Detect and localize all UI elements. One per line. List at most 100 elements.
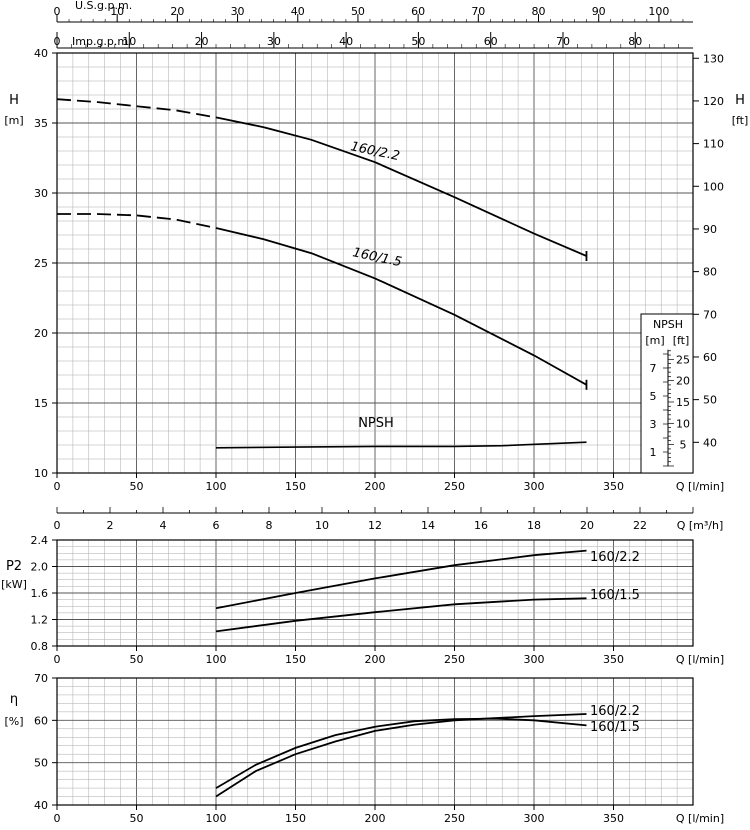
imp-gpm-tick-label: 70 [556, 35, 570, 48]
y-tick-label: 15 [34, 397, 48, 410]
y2-axis-unit: [ft] [732, 114, 749, 127]
imp-gpm-tick-label: 40 [339, 35, 353, 48]
x-tick-label: 0 [54, 480, 61, 493]
y-tick-label: 1.6 [31, 587, 49, 600]
y-tick-label: 2.4 [31, 534, 49, 547]
y-axis-unit: [m] [4, 114, 23, 127]
imp-gpm-tick-label: 60 [484, 35, 498, 48]
y-tick-label: 20 [34, 327, 48, 340]
x-tick-label: 250 [444, 480, 465, 493]
x-tick-label: 150 [285, 653, 306, 666]
x-tick-label: 0 [54, 653, 61, 666]
npsh-m-tick-label: 3 [650, 418, 657, 431]
m3h-tick-label: 4 [160, 519, 167, 532]
npsh-axis-unit-m: [m] [645, 334, 664, 347]
m3h-tick-label: 6 [213, 519, 220, 532]
us-gpm-tick-label: 50 [351, 5, 365, 18]
us-gpm-tick-label: 20 [170, 5, 184, 18]
m3h-tick-label: 22 [633, 519, 647, 532]
head-curve-1 [215, 227, 587, 386]
npsh-ft-tick-label: 5 [680, 439, 687, 452]
us-gpm-tick-label: 0 [54, 5, 61, 18]
x-tick-label: 350 [603, 480, 624, 493]
x-tick-label: 350 [603, 653, 624, 666]
x-tick-label: 200 [365, 812, 386, 825]
x-tick-label: 150 [285, 812, 306, 825]
m3h-tick-label: 12 [368, 519, 382, 532]
y-tick-label: 60 [34, 714, 48, 727]
y-tick-label: 40 [34, 799, 48, 812]
series-label-160-2-2: 160/2.2 [590, 704, 640, 719]
us-gpm-tick-label: 10 [110, 5, 124, 18]
x-axis-label: Q [l/min] [676, 480, 724, 493]
y2-tick-label: 60 [703, 351, 717, 364]
y-tick-label: 30 [34, 187, 48, 200]
y-axis-label: P2 [6, 559, 22, 574]
y-tick-label: 2.0 [31, 561, 49, 574]
m3h-tick-label: 0 [54, 519, 61, 532]
y2-tick-label: 110 [703, 138, 724, 151]
efficiency-chart: 40 50 60 70 η [%] 0 50 100 150 200 250 300 350 Q [l/mi… [4, 672, 724, 825]
x-tick-label: 200 [365, 653, 386, 666]
y2-tick-label: 40 [703, 436, 717, 449]
npsh-axis-unit-ft: [ft] [673, 334, 690, 347]
series-label-160-1-5: 160/1.5 [590, 588, 640, 603]
y-tick-label: 10 [34, 467, 48, 480]
head-curve-0 [215, 116, 587, 257]
m3h-tick-label: 8 [266, 519, 273, 532]
npsh-curve-label: NPSH [358, 416, 394, 431]
y2-tick-label: 70 [703, 308, 717, 321]
m3h-tick-label: 10 [315, 519, 329, 532]
npsh-m-tick-label: 1 [650, 446, 657, 459]
y-tick-label: 50 [34, 757, 48, 770]
m3h-tick-label: 2 [107, 519, 114, 532]
y2-tick-label: 50 [703, 394, 717, 407]
x-tick-label: 300 [524, 480, 545, 493]
m3h-tick-label: 14 [421, 519, 435, 532]
imp-gpm-tick-label: 50 [411, 35, 425, 48]
npsh-ft-tick-label: 20 [676, 375, 690, 388]
y2-tick-label: 130 [703, 52, 724, 65]
x-tick-label: 100 [206, 480, 227, 493]
series-label-160-2-2: 160/2.2 [590, 550, 640, 565]
x-axis-label: Q [l/min] [676, 653, 724, 666]
x-tick-label: 250 [444, 653, 465, 666]
x-tick-label: 50 [130, 653, 144, 666]
x-tick-label: 250 [444, 812, 465, 825]
power-chart: 0.8 1.2 1.6 2.0 2.4 P2 [kW] 0 50 100 150 200 250 300 3… [1, 534, 724, 666]
us-gpm-axis-label: U.S.g.p.m. [75, 0, 132, 12]
x-axis-label: Q [l/min] [676, 812, 724, 825]
y2-axis-label: H [735, 93, 745, 108]
us-gpm-tick-label: 60 [411, 5, 425, 18]
y-tick-label: 70 [34, 672, 48, 685]
y-tick-label: 1.2 [31, 614, 49, 627]
x-tick-label: 200 [365, 480, 386, 493]
flow-m3h-axis: 0 2 4 6 8 10 12 14 16 18 20 22 Q [m³/h] [54, 507, 723, 532]
y2-tick-label: 80 [703, 266, 717, 279]
npsh-m-tick-label: 5 [650, 390, 657, 403]
y2-tick-label: 90 [703, 223, 717, 236]
head-chart: 10152025303540H[m]4050607080901001101201… [4, 0, 748, 493]
us-gpm-tick-label: 100 [648, 5, 669, 18]
us-gpm-tick-label: 70 [471, 5, 485, 18]
x-tick-label: 350 [603, 812, 624, 825]
imp-gpm-tick-label: 30 [267, 35, 281, 48]
y-axis-unit: [kW] [1, 578, 27, 591]
us-gpm-tick-label: 80 [532, 5, 546, 18]
x-tick-label: 150 [285, 480, 306, 493]
imp-gpm-tick-label: 10 [122, 35, 136, 48]
power-curve-1 [215, 597, 587, 633]
npsh-axis-title: NPSH [653, 318, 683, 331]
npsh-ft-tick-label: 25 [676, 353, 690, 366]
eff-curve-1 [215, 717, 587, 789]
imp-gpm-axis-label: Imp.g.p.m. [72, 35, 132, 48]
us-gpm-tick-label: 40 [291, 5, 305, 18]
us-gpm-tick-label: 30 [231, 5, 245, 18]
x-tick-label: 100 [206, 653, 227, 666]
y2-tick-label: 100 [703, 180, 724, 193]
npsh-axis-box [640, 313, 694, 474]
y-tick-label: 40 [34, 47, 48, 60]
npsh-curve [215, 441, 587, 449]
power-curve-0 [215, 549, 587, 610]
